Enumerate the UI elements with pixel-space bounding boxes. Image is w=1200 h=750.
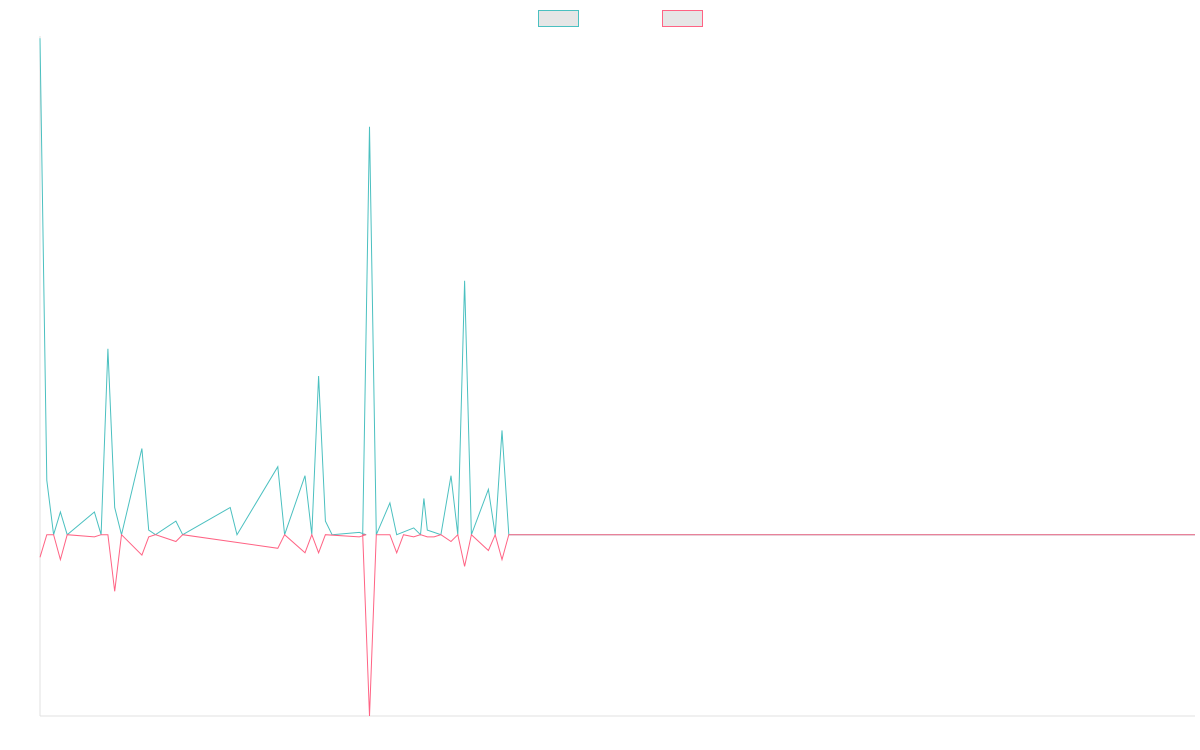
series-layer	[39, 38, 1195, 717]
series-line-2	[39, 533, 1195, 717]
axes	[39, 36, 1195, 717]
series-line-1	[39, 38, 1195, 536]
legend[interactable]	[538, 10, 703, 27]
legend-swatch-series-1[interactable]	[538, 10, 579, 27]
legend-swatch-series-2[interactable]	[662, 10, 703, 27]
